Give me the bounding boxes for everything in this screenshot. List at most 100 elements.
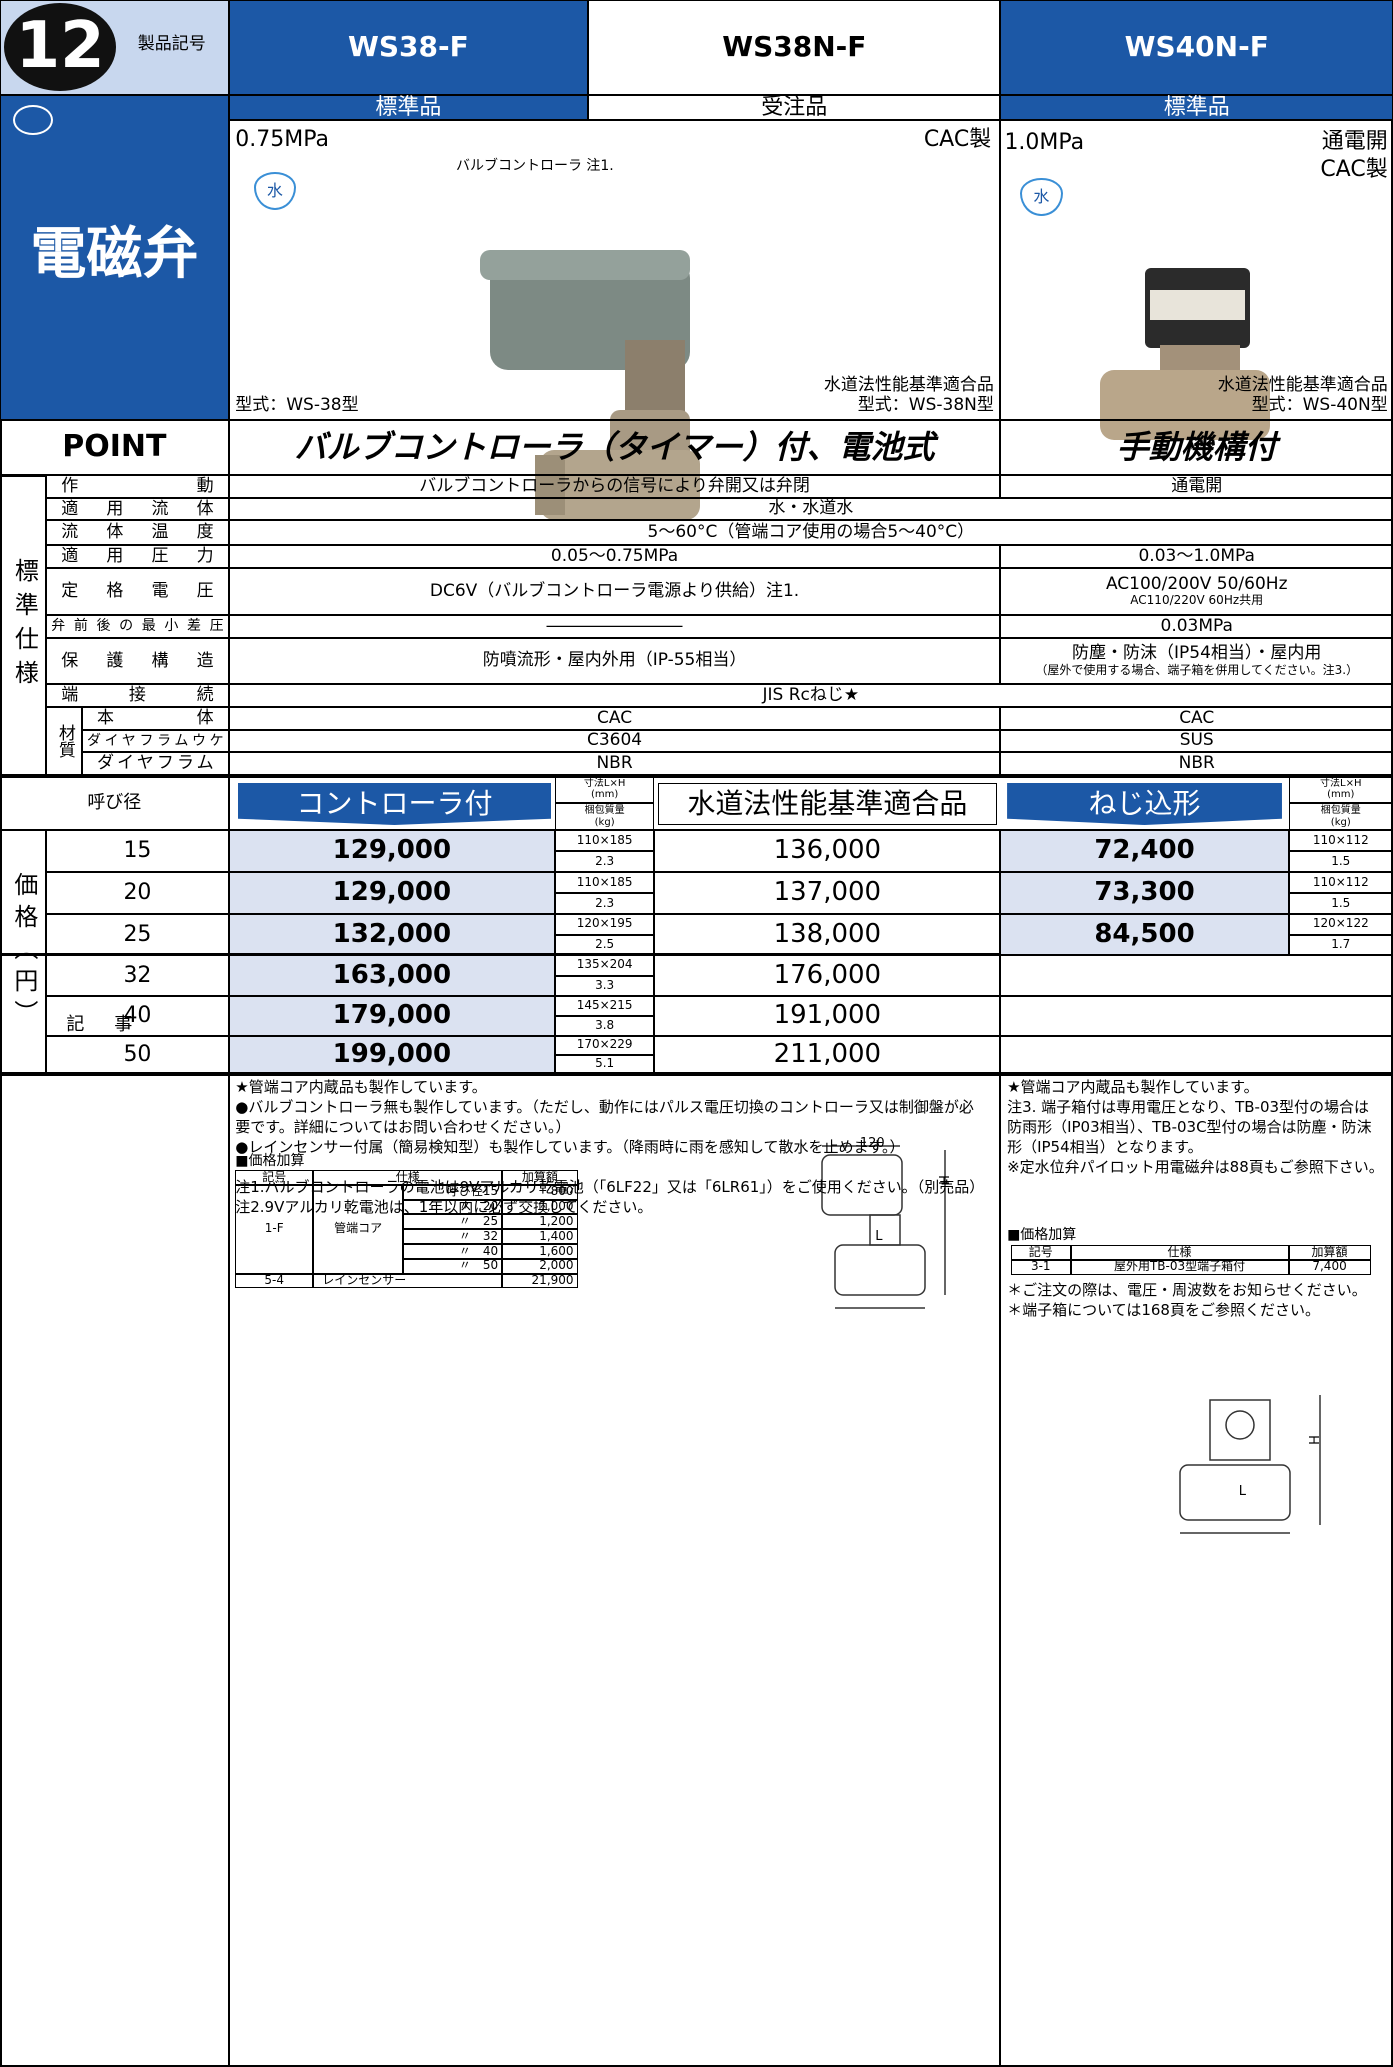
dim-text: L: [1238, 1483, 1246, 1499]
addon-code: 1-F: [235, 1184, 314, 1274]
spec-value: C3604: [228, 730, 1001, 752]
model-name: WS38-F: [228, 0, 589, 95]
price-controller: 199,000: [228, 1036, 556, 1073]
addon-size: 呼び径15: [403, 1184, 503, 1200]
note: ＊端子箱については168頁をご参照ください。: [1007, 1301, 1320, 1319]
weight: 2.3: [555, 893, 655, 914]
addon-spec: 管端コア: [313, 1184, 404, 1274]
spec-label: 端接続: [46, 684, 229, 707]
spec-value: 0.03〜1.0MPa: [1000, 545, 1393, 568]
dim-text: L: [875, 1228, 883, 1244]
spec-group-label: 標準仕様: [0, 475, 47, 775]
cert: 水道法性能基準適合品: [823, 375, 994, 396]
mode: 通電開: [1321, 129, 1388, 155]
dim: 135×204: [555, 955, 655, 976]
price-controller: 132,000: [228, 914, 556, 955]
photo-area: [228, 120, 1001, 420]
addon-price: 1,200: [502, 1214, 578, 1230]
empty-cell: [1000, 996, 1393, 1036]
dim-header: 寸法L×H (mm): [1288, 775, 1393, 803]
product-photo-left: [480, 250, 700, 520]
dim: 145×215: [555, 996, 655, 1016]
addon-price: 1,400: [502, 1229, 578, 1244]
weight: 1.5: [1288, 851, 1393, 872]
addon-header: 記号: [1011, 1245, 1071, 1260]
type: 型式：WS-38型: [235, 394, 359, 415]
dim: 170×229: [555, 1036, 655, 1055]
spec-label: ダイヤフラムウケ: [81, 730, 229, 752]
model-name: WS40N-F: [1000, 0, 1393, 95]
addon-price: 2,000: [502, 1258, 578, 1274]
pressure: 1.0MPa: [1004, 130, 1085, 156]
size: 15: [46, 830, 229, 872]
addon-title: ■価格加算: [235, 1152, 305, 1169]
weight-label: 梱包質量: [1320, 805, 1361, 816]
weight-label: (kg): [594, 816, 615, 828]
note: 注3. 端子箱付は専用電圧となり、TB-03型付の場合は防雨形（IP03相当）、…: [1007, 1098, 1372, 1156]
spec-label: 適用流体: [46, 498, 229, 520]
addon-header: 記号: [235, 1170, 314, 1185]
badge: ねじ込形: [1007, 783, 1282, 825]
notes-label: 記事: [66, 1013, 163, 1035]
callout: バルブコントローラ 注1.: [455, 157, 614, 174]
dim: 120×195: [555, 914, 655, 935]
addon-cell: 7,400: [1288, 1259, 1371, 1275]
grade: 標準品: [228, 95, 589, 120]
dim-label: 寸法L×H: [583, 777, 626, 789]
price-controller: 129,000: [228, 872, 556, 914]
spec-value-line: （屋外で使用する場合、端子箱を併用してください。注3.）: [1035, 662, 1359, 677]
category: 電磁弁: [30, 221, 199, 287]
spec-value: 0.05〜0.75MPa: [228, 545, 1001, 568]
number-badge: 12: [3, 3, 117, 91]
spec-value-line: 防塵・防沫（IP54相当）・屋内用: [1072, 643, 1322, 664]
badge: 水道法性能基準適合品: [658, 783, 997, 825]
weight-label: 梱包質量: [584, 805, 625, 816]
price-label: 価格（円）: [0, 830, 47, 1073]
dim-text: 120: [859, 1135, 885, 1151]
cert: 水道法性能基準適合品: [1217, 375, 1388, 396]
dim-label: (mm): [1327, 789, 1355, 800]
model-name: WS38N-F: [588, 0, 1001, 95]
product-photo-right: [1100, 268, 1270, 440]
notes-label-cell: [0, 1073, 229, 2067]
addon-size: 〃 32: [403, 1229, 503, 1244]
price-certified: 191,000: [654, 996, 1001, 1036]
material-label: 材質: [46, 707, 82, 775]
point-label: POINT: [0, 420, 229, 475]
spec-value: 防噴流形・屋内外用（IP-55相当）: [228, 638, 1001, 684]
code-label: 製品記号: [137, 34, 206, 55]
size: 25: [46, 914, 229, 955]
addon-code: 5-4: [235, 1273, 314, 1289]
addon-price: 1,000: [502, 1199, 578, 1215]
spec-value-line: AC100/200V 50/60Hz: [1105, 573, 1288, 594]
spec-value: CAC: [228, 707, 1001, 730]
addon-cell: 3-1: [1011, 1259, 1071, 1275]
addon-title: ■価格加算: [1007, 1226, 1077, 1243]
spec-label: 弁前後の最小差圧: [46, 615, 229, 638]
weight-header: 梱包質量 (kg): [555, 803, 655, 830]
weight: 1.7: [1288, 934, 1393, 955]
size-header: 呼び径: [0, 775, 229, 830]
note: ※定水位弁パイロット用電磁弁は88頁もご参照下さい。: [1007, 1158, 1384, 1176]
spec-label: 本体: [81, 707, 229, 730]
grade: 受注品: [588, 95, 1001, 120]
spec-value: JIS Rcねじ★: [228, 684, 1393, 707]
weight: 3.8: [555, 1016, 655, 1036]
size: 40: [46, 996, 229, 1036]
notes-left: ★管端コア内蔵品も製作しています。 ●バルブコントローラ無も製作しています。（ただ…: [235, 1077, 988, 1277]
addon-header: 加算額: [1288, 1245, 1371, 1260]
drawing-right: [1179, 1395, 1321, 1534]
notes-right-after: ＊ご注文の際は、電圧・周波数をお知らせください。 ＊端子箱については168頁をご参…: [1007, 1280, 1384, 1340]
price-screw: 84,500: [1000, 914, 1289, 955]
weight: 2.5: [555, 934, 655, 955]
spec-label: 保護構造: [46, 638, 229, 684]
spec-value: 0.03MPa: [1000, 615, 1393, 638]
dim: 120×122: [1288, 914, 1393, 935]
dim: 110×185: [555, 872, 655, 893]
spec-value: NBR: [1000, 752, 1393, 775]
price-screw: 72,400: [1000, 830, 1289, 872]
price-controller: 163,000: [228, 955, 556, 996]
dim: 110×112: [1288, 872, 1393, 893]
price-certified: 137,000: [654, 872, 1001, 914]
